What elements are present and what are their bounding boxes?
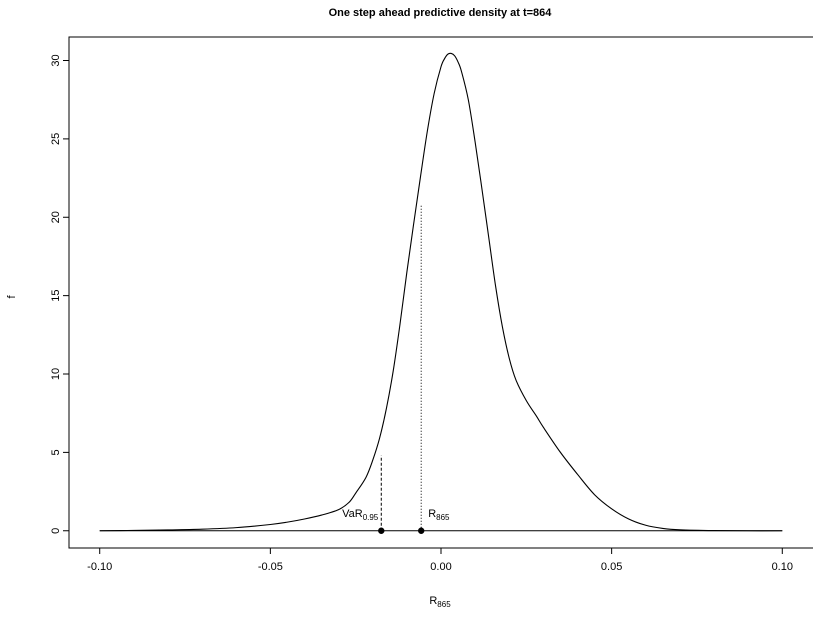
y-tick-label: 25 <box>50 133 62 145</box>
annotation-label-sub: 865 <box>436 513 450 522</box>
var-label: VaR0.95 <box>342 508 379 522</box>
x-tick-label: -0.10 <box>87 561 112 573</box>
x-tick-label: 0.00 <box>430 561 451 573</box>
plot-area <box>68 36 813 549</box>
chart-title: One step ahead predictive density at t=8… <box>329 7 553 19</box>
density-curve <box>99 52 783 532</box>
annotation-label-sub: 0.95 <box>363 513 379 522</box>
var-point <box>378 527 385 534</box>
y-axis-label: f <box>6 295 18 299</box>
x-tick-label: -0.05 <box>258 561 283 573</box>
realized-return-label: R865 <box>428 508 450 522</box>
x-axis-label: R865 <box>429 595 451 609</box>
y-tick-label: 5 <box>50 449 62 455</box>
y-tick-label: 15 <box>50 290 62 302</box>
annotation-label-main: VaR <box>342 508 363 520</box>
y-tick-label: 0 <box>50 528 62 534</box>
y-axis: 0 5 10 15 20 25 30 <box>50 54 69 534</box>
x-tick-label: 0.10 <box>772 561 793 573</box>
x-tick-label: 0.05 <box>601 561 622 573</box>
x-axis: -0.10 -0.05 0.00 0.05 0.10 <box>87 548 793 573</box>
x-axis-label-sub: 865 <box>437 600 451 609</box>
y-tick-label: 20 <box>50 211 62 223</box>
y-tick-label: 10 <box>50 368 62 380</box>
x-axis-label-main: R <box>429 595 437 607</box>
realized-return-point <box>418 527 425 534</box>
plot-frame <box>68 36 813 549</box>
annotation-label-main: R <box>428 508 436 520</box>
annotations: VaR0.95 R865 <box>342 204 450 534</box>
y-tick-label: 30 <box>50 54 62 66</box>
